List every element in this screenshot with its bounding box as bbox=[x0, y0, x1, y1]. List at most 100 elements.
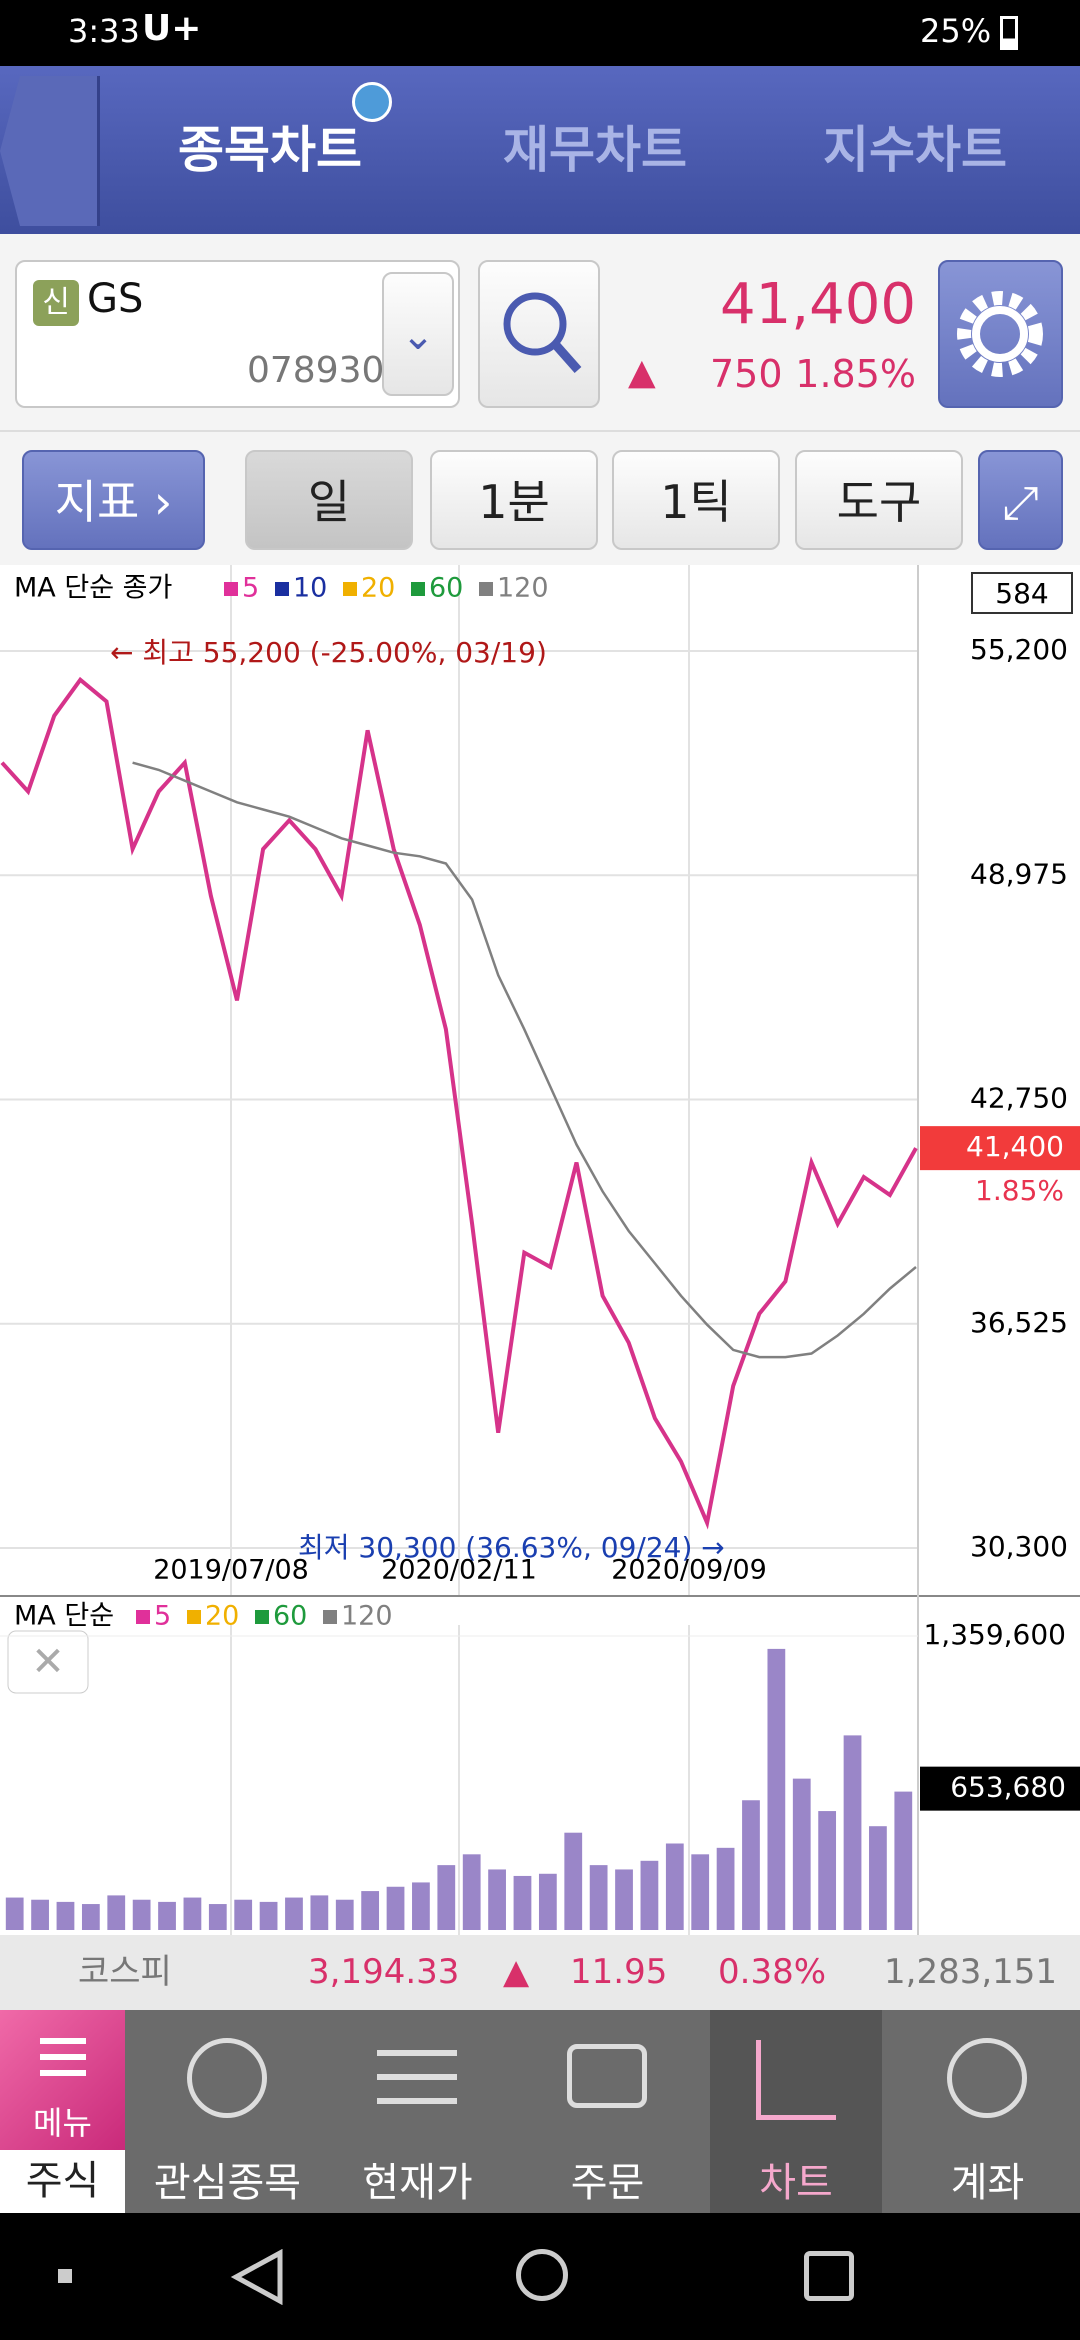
nav-label: 관심종목 bbox=[153, 2160, 302, 2206]
legend-label: 5 bbox=[154, 1601, 171, 1632]
legend-label: 20 bbox=[205, 1601, 239, 1632]
menu-button[interactable]: 메뉴 bbox=[0, 2010, 125, 2150]
nav-item[interactable]: 현재가 bbox=[325, 2010, 510, 2213]
count: 584 bbox=[995, 577, 1048, 610]
volume-bar bbox=[894, 1791, 913, 1930]
nav-item[interactable]: 관심종목 bbox=[135, 2010, 320, 2213]
volume-bar bbox=[716, 1847, 735, 1930]
legend-swatch bbox=[479, 582, 493, 596]
volume-bar bbox=[767, 1648, 786, 1930]
tab[interactable]: 지수차트 bbox=[823, 121, 1007, 179]
nav-icon bbox=[377, 2050, 457, 2056]
tab[interactable]: 종목차트 bbox=[178, 121, 362, 179]
low-note: 최저 30,300 (36.63%, 09/24) → bbox=[298, 1531, 725, 1564]
menu-label: 메뉴 bbox=[33, 2104, 92, 2142]
volume-bar bbox=[361, 1891, 380, 1930]
kospi-volume: 1,283,151 bbox=[884, 1952, 1058, 1992]
kospi-bar: 코스피 3,194.33 ▲ 11.95 0.38% 1,283,151 bbox=[0, 1935, 1080, 2010]
recent-key[interactable] bbox=[804, 2251, 854, 2301]
back-button[interactable] bbox=[0, 76, 100, 226]
volume-bar bbox=[412, 1882, 430, 1930]
volume-bar bbox=[158, 1901, 176, 1930]
settings-button[interactable] bbox=[938, 260, 1063, 408]
tick-button[interactable]: 1틱 bbox=[612, 450, 780, 550]
volume-bar bbox=[183, 1897, 202, 1930]
volume-bar bbox=[208, 1904, 227, 1930]
tool-button[interactable]: 도구 bbox=[795, 450, 963, 550]
volume-bar bbox=[742, 1800, 760, 1930]
volume-bar bbox=[513, 1875, 532, 1930]
volume-bar bbox=[56, 1901, 75, 1930]
header: 종목차트 재무차트 지수차트 bbox=[0, 66, 1080, 234]
expand-button[interactable]: ⤢ bbox=[978, 450, 1063, 550]
price-line bbox=[132, 761, 917, 1359]
nav-icon bbox=[947, 2038, 1027, 2118]
nav-icon bbox=[756, 2040, 836, 2120]
y-tick-label: 1,359,600 bbox=[923, 1618, 1066, 1651]
nav-item[interactable]: 주문 bbox=[515, 2010, 700, 2213]
kospi-change: 11.95 bbox=[570, 1952, 668, 1992]
dot[interactable] bbox=[58, 2269, 72, 2283]
status-bar: 3:33 U+ 25% bbox=[0, 0, 1080, 66]
dropdown[interactable]: ⌄ bbox=[382, 272, 454, 396]
carrier: U+ bbox=[142, 8, 202, 49]
price-chart: 584 ← 최고 55,200 (-25.00%, 03/19) 최저 30,3… bbox=[0, 565, 1080, 1595]
current-rate: 1.85% bbox=[975, 1174, 1064, 1207]
volume-bar bbox=[31, 1899, 49, 1930]
volume-bar bbox=[869, 1826, 887, 1930]
period-button[interactable]: 일 bbox=[245, 450, 413, 550]
legend-label: 60 bbox=[273, 1601, 307, 1632]
battery-icon bbox=[1000, 16, 1018, 50]
legend-swatch bbox=[187, 1610, 201, 1624]
nav-item[interactable]: 계좌 bbox=[895, 2010, 1080, 2213]
current-label: 653,680 bbox=[950, 1771, 1066, 1804]
tab-badge bbox=[352, 82, 392, 122]
rate: 1.85% bbox=[795, 352, 916, 396]
stock-code: 078930 bbox=[247, 350, 385, 391]
volume-bar bbox=[259, 1901, 278, 1930]
stock-name: GS bbox=[87, 276, 144, 322]
gear-icon bbox=[957, 291, 1043, 377]
stock-box[interactable]: 신 GS 078930 ⌄ bbox=[15, 260, 460, 408]
legend-label: 60 bbox=[429, 573, 463, 604]
toolbar: 지표 › 일 1분 1틱 도구 ⤢ bbox=[0, 430, 1080, 565]
search-button[interactable] bbox=[478, 260, 600, 408]
current-label: 41,400 bbox=[966, 1130, 1064, 1163]
volume-bar bbox=[665, 1843, 684, 1930]
price: 41,400 bbox=[720, 272, 916, 337]
menu-icon bbox=[40, 2038, 86, 2044]
volume-bar bbox=[538, 1873, 557, 1930]
tab[interactable]: 재무차트 bbox=[503, 121, 687, 179]
home-key[interactable] bbox=[516, 2249, 568, 2301]
nav-icon bbox=[567, 2044, 647, 2108]
legend-label: 120 bbox=[341, 1601, 393, 1632]
back-key[interactable] bbox=[230, 2249, 290, 2305]
kospi-name: 코스피 bbox=[78, 1952, 172, 1992]
legend-swatch bbox=[275, 582, 289, 596]
volume-bar bbox=[691, 1854, 710, 1930]
volume-bar bbox=[640, 1860, 659, 1930]
nav-label: 주문 bbox=[570, 2160, 645, 2206]
current-marker bbox=[920, 1126, 1080, 1171]
minute-button[interactable]: 1분 bbox=[430, 450, 598, 550]
nav-icon bbox=[187, 2038, 267, 2118]
nav-item[interactable]: 차트 bbox=[710, 2010, 882, 2213]
volume-bar bbox=[589, 1865, 608, 1930]
price-line bbox=[0, 676, 918, 1530]
legend-label: 20 bbox=[361, 573, 395, 604]
change: 750 bbox=[710, 352, 783, 396]
legend-title: MA 단순 bbox=[14, 1601, 114, 1632]
volume-bar bbox=[488, 1869, 506, 1930]
indicator-button[interactable]: 지표 › bbox=[22, 450, 205, 550]
nav-label: 현재가 bbox=[362, 2160, 473, 2206]
volume-bar bbox=[818, 1811, 837, 1930]
nav-item[interactable]: 주식 bbox=[0, 2150, 125, 2213]
volume-bar bbox=[386, 1886, 405, 1930]
high-note: ← 최고 55,200 (-25.00%, 03/19) bbox=[110, 636, 547, 669]
up-arrow: ▲ bbox=[503, 1952, 530, 1992]
close-button[interactable] bbox=[7, 1630, 89, 1694]
y-tick-label: 42,750 bbox=[970, 1082, 1068, 1115]
bottom-nav: 메뉴 주식 관심종목 현재가 주문 차트 계좌 bbox=[0, 2010, 1080, 2213]
volume-bar bbox=[843, 1735, 862, 1930]
